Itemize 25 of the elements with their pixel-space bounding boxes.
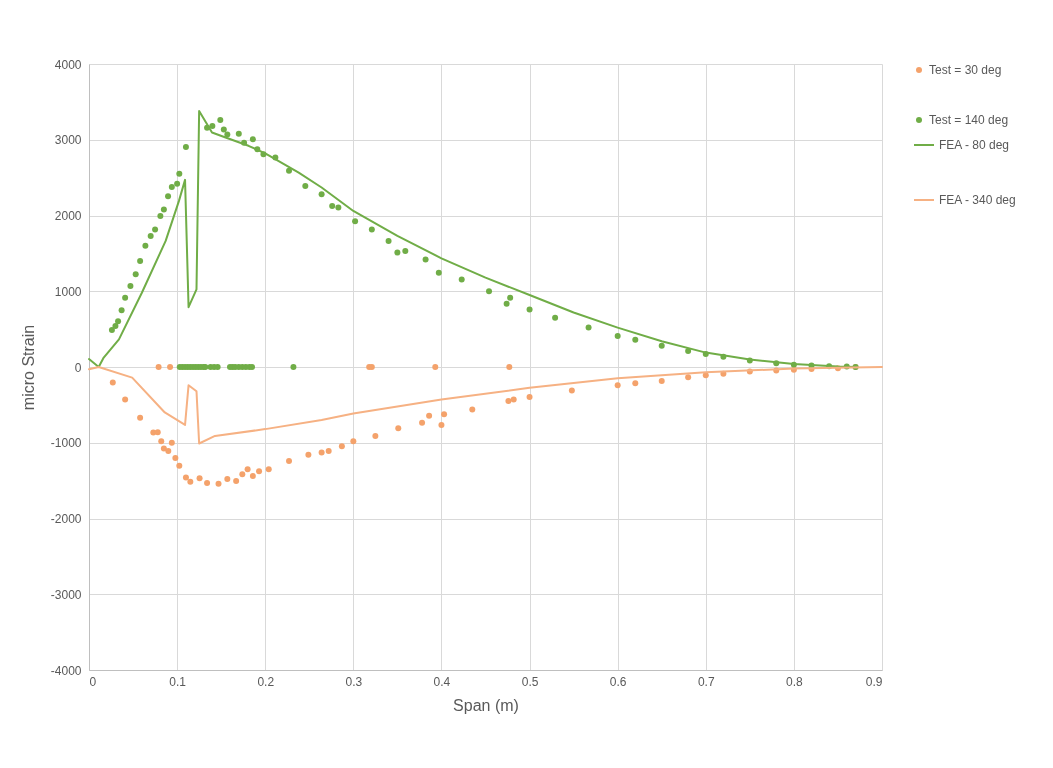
legend-label: Test = 30 deg: [929, 63, 1002, 77]
x-tick-label: 0: [89, 674, 97, 689]
x-tick-label: 0.7: [697, 674, 715, 689]
y-tick-label: 3000: [54, 133, 82, 148]
y-tick-label: -4000: [50, 663, 82, 678]
x-tick-label: 0.1: [169, 674, 187, 689]
y-tick-label: 0: [74, 360, 82, 375]
y-tick-label: -2000: [50, 512, 82, 526]
y-tick-label: 1000: [54, 284, 82, 299]
y-axis-title: micro Strain: [19, 324, 37, 411]
y-tick-label: 2000: [54, 209, 82, 223]
x-tick-label: 0.2: [257, 674, 275, 689]
y-tick-label: -1000: [50, 436, 82, 451]
legend-label: FEA - 340 deg: [939, 193, 1016, 207]
x-tick-label: 0.6: [609, 674, 627, 689]
y-tick-label: 4000: [54, 57, 82, 72]
x-tick-label: 0.9: [865, 674, 883, 689]
y-tick-label: -3000: [50, 587, 82, 602]
x-axis-title: Span (m): [453, 696, 519, 714]
legend-label: FEA - 80 deg: [939, 138, 1010, 152]
legend-label: Test = 140 deg: [929, 113, 1009, 127]
x-tick-label: 0.8: [786, 674, 804, 689]
x-tick-label: 0.3: [345, 674, 363, 689]
x-tick-label: 0.4: [433, 674, 451, 689]
x-tick-label: 0.5: [521, 674, 539, 689]
